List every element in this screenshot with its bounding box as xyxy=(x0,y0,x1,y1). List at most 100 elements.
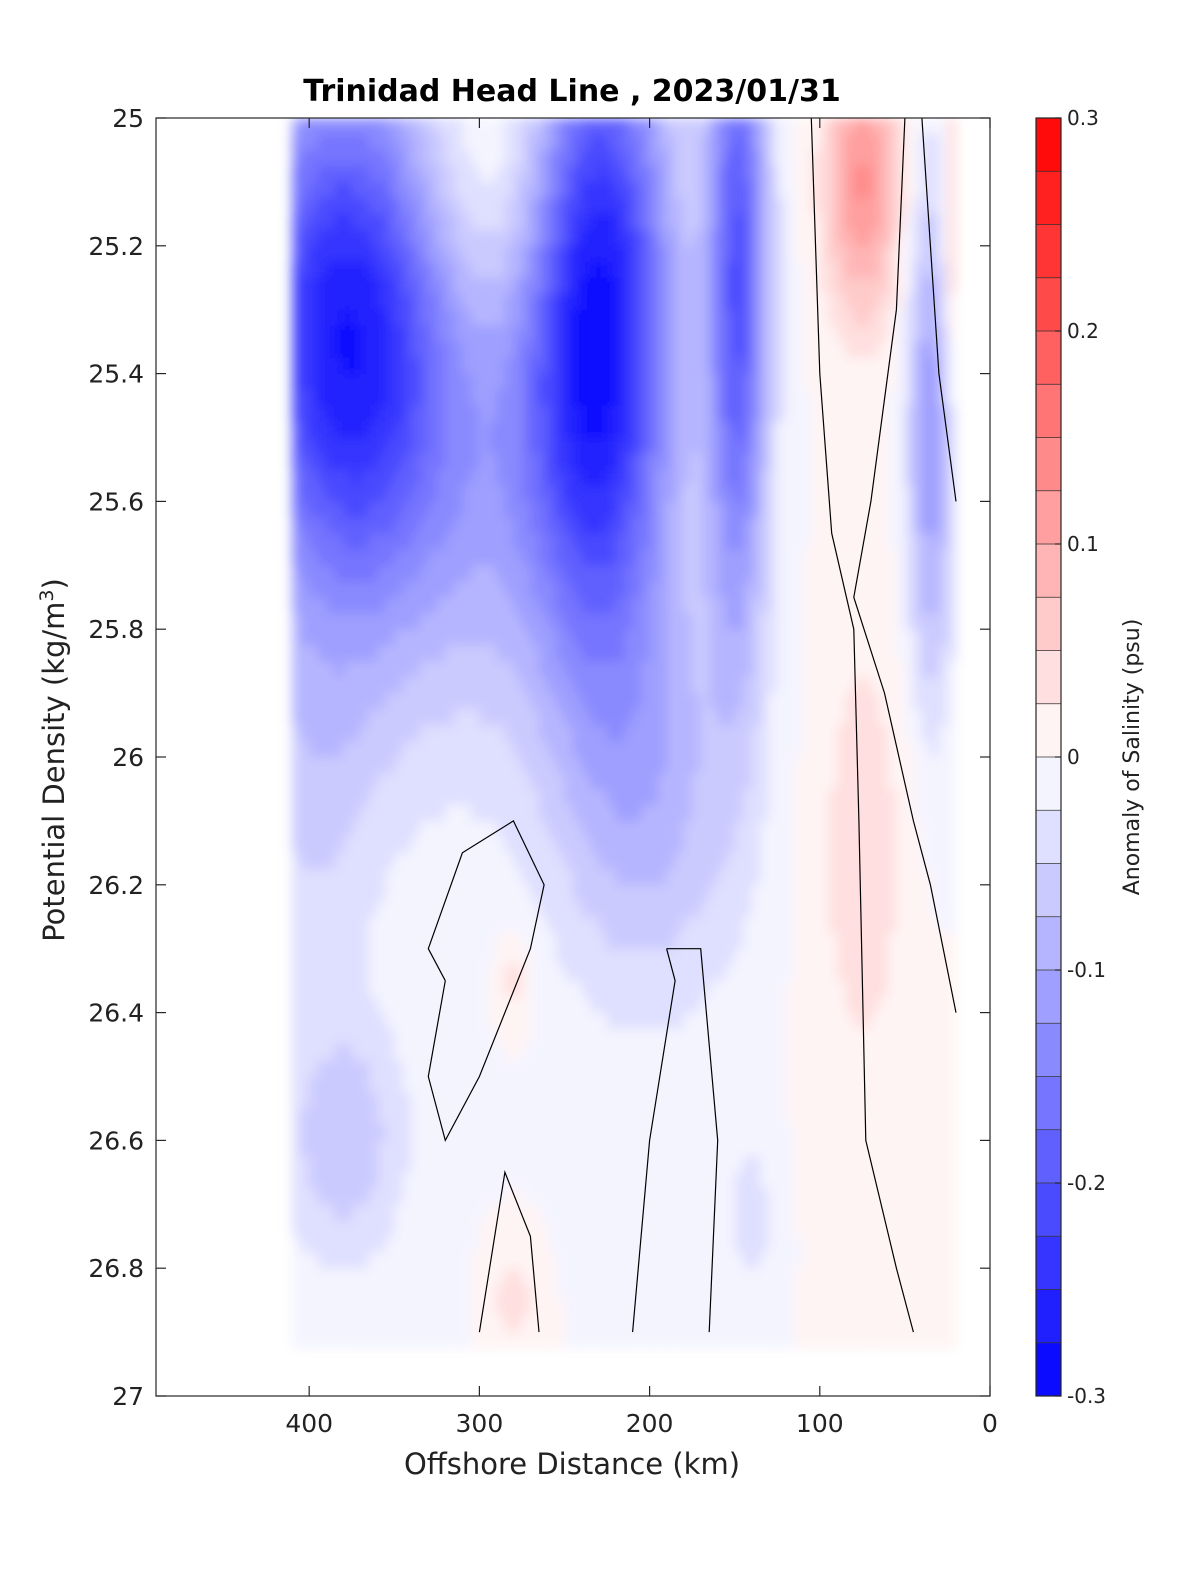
field-cell xyxy=(794,341,804,359)
field-cell xyxy=(334,645,344,662)
field-cell xyxy=(309,1028,319,1046)
field-cell xyxy=(794,1220,804,1238)
field-cell xyxy=(615,373,625,391)
field-cell xyxy=(453,229,464,247)
field-cell xyxy=(760,149,770,167)
field-cell xyxy=(309,629,319,646)
field-cell xyxy=(385,1012,396,1030)
field-cell xyxy=(368,549,379,567)
field-cell xyxy=(300,1204,310,1222)
field-cell xyxy=(717,1316,727,1333)
field-cell xyxy=(726,932,736,950)
field-cell xyxy=(709,501,719,519)
field-cell xyxy=(521,773,532,790)
field-cell xyxy=(785,1028,796,1046)
field-cell xyxy=(760,677,770,694)
field-cell xyxy=(683,341,693,359)
field-cell xyxy=(726,405,736,423)
field-cell xyxy=(700,1236,710,1253)
field-cell xyxy=(351,213,361,231)
field-cell xyxy=(326,709,336,726)
field-cell xyxy=(828,980,838,998)
field-cell xyxy=(590,1092,600,1110)
field-cell xyxy=(726,165,736,183)
field-cell xyxy=(751,325,761,343)
field-cell xyxy=(309,325,319,343)
field-cell xyxy=(828,645,838,662)
field-cell xyxy=(700,868,710,886)
field-cell xyxy=(581,1268,591,1285)
field-cell xyxy=(675,820,685,838)
field-cell xyxy=(726,1284,736,1301)
field-cell xyxy=(573,916,583,934)
field-cell xyxy=(351,613,361,630)
field-cell xyxy=(326,309,336,327)
field-cell xyxy=(692,693,702,710)
field-cell xyxy=(709,693,719,710)
field-cell xyxy=(641,357,651,375)
field-cell xyxy=(504,1028,515,1046)
field-cell xyxy=(504,197,515,215)
field-cell xyxy=(419,389,430,407)
field-cell xyxy=(700,1028,710,1046)
field-cell xyxy=(394,741,404,758)
field-cell xyxy=(453,421,464,439)
field-cell xyxy=(462,581,472,599)
field-cell xyxy=(666,437,676,455)
field-cell xyxy=(760,1156,770,1174)
field-cell xyxy=(811,1060,821,1078)
field-cell xyxy=(709,437,719,455)
field-cell xyxy=(539,820,549,838)
field-cell xyxy=(683,757,693,774)
field-cell xyxy=(768,725,778,742)
field-cell xyxy=(436,1060,447,1078)
field-cell xyxy=(504,1236,515,1253)
field-cell xyxy=(309,421,319,439)
field-cell xyxy=(743,693,753,710)
field-cell xyxy=(445,549,455,567)
field-cell xyxy=(360,1204,370,1222)
field-cell xyxy=(334,341,344,359)
field-cell xyxy=(658,1108,668,1126)
field-cell xyxy=(760,118,770,135)
field-cell xyxy=(530,1300,540,1317)
field-cell xyxy=(556,134,566,151)
field-cell xyxy=(351,229,361,247)
field-cell xyxy=(794,1268,804,1285)
field-cell xyxy=(564,773,574,790)
field-cell xyxy=(590,421,600,439)
field-cell xyxy=(828,165,838,183)
field-cell xyxy=(419,741,430,758)
field-cell xyxy=(556,661,566,678)
field-cell xyxy=(828,277,838,295)
field-cell xyxy=(326,1252,336,1269)
field-cell xyxy=(470,1140,481,1158)
field-cell xyxy=(317,1028,327,1046)
field-cell xyxy=(428,1204,438,1222)
field-cell xyxy=(428,1284,438,1301)
field-cell xyxy=(411,118,421,135)
field-cell xyxy=(573,693,583,710)
field-cell xyxy=(624,804,634,822)
field-cell xyxy=(734,788,744,806)
field-cell xyxy=(547,437,557,455)
field-cell xyxy=(564,165,574,183)
field-cell xyxy=(402,613,413,630)
field-cell xyxy=(717,277,727,295)
field-cell xyxy=(453,1188,464,1206)
field-cell xyxy=(326,629,336,646)
field-cell xyxy=(751,932,761,950)
field-cell xyxy=(666,517,676,535)
field-cell xyxy=(539,836,549,854)
field-cell xyxy=(470,1012,481,1030)
field-cell xyxy=(777,1156,787,1174)
field-cell xyxy=(564,725,574,742)
field-cell xyxy=(556,581,566,599)
field-cell xyxy=(709,820,719,838)
field-cell xyxy=(828,485,838,503)
field-cell xyxy=(351,645,361,662)
field-cell xyxy=(590,261,600,279)
field-cell xyxy=(453,549,464,567)
field-cell xyxy=(819,1172,830,1190)
field-cell xyxy=(343,197,353,215)
